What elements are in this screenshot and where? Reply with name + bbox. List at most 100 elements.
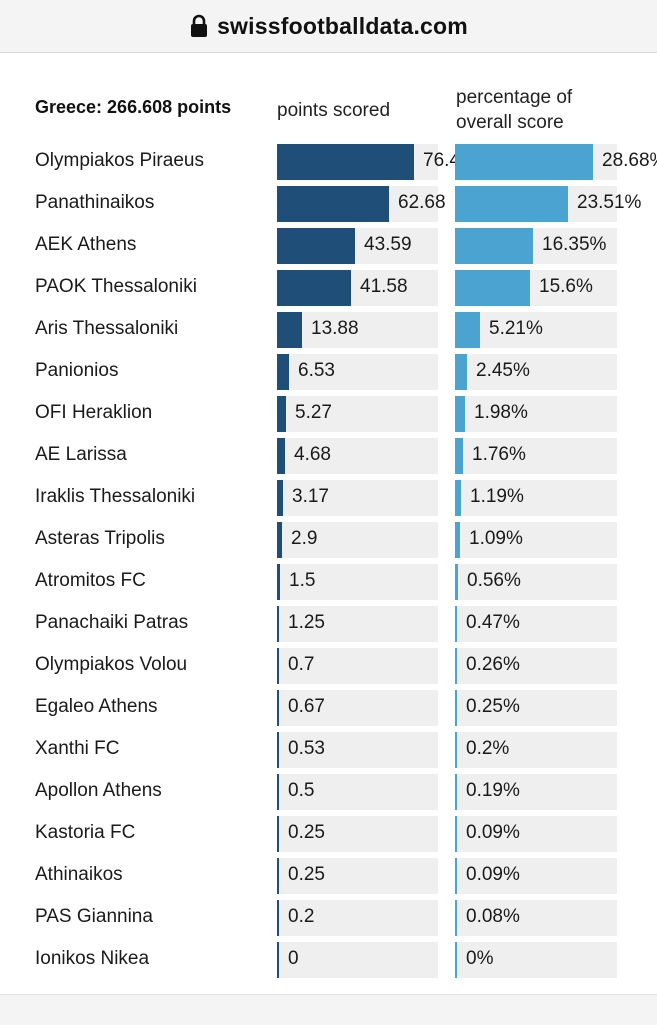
points-bar-track: 0.25 — [277, 816, 438, 852]
percentage-bar — [455, 900, 457, 936]
points-value-label: 0.25 — [288, 822, 325, 843]
points-bar-track: 2.9 — [277, 522, 438, 558]
percentage-bar — [455, 774, 457, 810]
points-bar-track: 76.48 — [277, 144, 471, 180]
team-label: Apollon Athens — [35, 780, 162, 801]
percentage-bar-track: 0.47% — [455, 606, 617, 642]
percentage-bar-track: 1.76% — [455, 438, 617, 474]
percentage-bar-track: 0.26% — [455, 648, 617, 684]
team-label: AE Larissa — [35, 444, 127, 465]
team-label: Asteras Tripolis — [35, 528, 165, 549]
percentage-value-label: 0.09% — [466, 864, 520, 885]
table-row: Panachaiki Patras 1.25 0.47% — [0, 606, 657, 642]
table-row: Aris Thessaloniki 13.88 5.21% — [0, 312, 657, 348]
percentage-bar — [455, 144, 593, 180]
points-bar-track: 0.7 — [277, 648, 438, 684]
table-row: Egaleo Athens 0.67 0.25% — [0, 690, 657, 726]
points-bar — [277, 858, 279, 894]
chart-title: Greece: 266.608 points — [35, 97, 232, 117]
points-value-label: 43.59 — [364, 234, 412, 255]
team-label: AEK Athens — [35, 234, 137, 255]
team-label: Olympiakos Piraeus — [35, 150, 204, 171]
points-value-label: 1.5 — [289, 570, 316, 591]
percentage-bar — [455, 942, 457, 978]
points-bar — [277, 144, 414, 180]
percentage-value-label: 0.25% — [466, 696, 520, 717]
points-bar — [277, 438, 285, 474]
percentage-bar — [455, 858, 457, 894]
points-value-label: 4.68 — [294, 444, 331, 465]
percentage-value-label: 0.56% — [467, 570, 521, 591]
points-bar-track: 0.25 — [277, 858, 438, 894]
points-bar — [277, 732, 279, 768]
points-value-label: 0.25 — [288, 864, 325, 885]
percentage-value-label: 1.98% — [474, 402, 528, 423]
points-bar-track: 1.5 — [277, 564, 438, 600]
team-label: OFI Heraklion — [35, 402, 153, 423]
team-label: Olympiakos Volou — [35, 654, 188, 675]
percentage-bar-track: 28.68% — [455, 144, 657, 180]
bottom-bar — [0, 994, 657, 1025]
team-label: PAOK Thessaloniki — [35, 276, 197, 297]
percentage-bar-track: 0% — [455, 942, 617, 978]
percentage-bar — [455, 480, 461, 516]
team-label: Iraklis Thessaloniki — [35, 486, 196, 507]
points-bar — [277, 816, 279, 852]
points-bar — [277, 774, 279, 810]
percentage-bar-track: 0.25% — [455, 690, 617, 726]
team-label: Ionikos Nikea — [35, 948, 150, 969]
percentage-bar-track: 15.6% — [455, 270, 617, 306]
points-bar-track: 3.17 — [277, 480, 438, 516]
points-bar — [277, 312, 302, 348]
points-bar-track: 5.27 — [277, 396, 438, 432]
points-value-label: 0.7 — [288, 654, 315, 675]
points-value-label: 6.53 — [298, 360, 335, 381]
percentage-value-label: 0.2% — [466, 738, 510, 759]
percentage-bar — [455, 438, 463, 474]
percentage-bar-track: 0.08% — [455, 900, 617, 936]
percentage-value-label: 2.45% — [476, 360, 530, 381]
points-value-label: 0.2 — [288, 906, 315, 927]
table-row: Xanthi FC 0.53 0.2% — [0, 732, 657, 768]
percentage-value-label: 0% — [466, 948, 494, 969]
percentage-bar — [455, 732, 457, 768]
points-value-label: 0.5 — [288, 780, 315, 801]
points-bar-track: 13.88 — [277, 312, 438, 348]
percentage-bar-track: 0.09% — [455, 858, 617, 894]
percentage-bar — [455, 648, 457, 684]
points-bar — [277, 270, 351, 306]
points-bar-track: 0.67 — [277, 690, 438, 726]
team-label: PAS Giannina — [35, 906, 153, 927]
points-value-label: 0 — [288, 948, 299, 969]
points-bar-track: 0.53 — [277, 732, 438, 768]
points-value-label: 13.88 — [311, 318, 359, 339]
percentage-bar — [455, 186, 568, 222]
percentage-bar — [455, 522, 460, 558]
percentage-bar-track: 16.35% — [455, 228, 617, 264]
percentage-value-label: 28.68% — [602, 150, 657, 171]
percentage-bar — [455, 690, 457, 726]
browser-address-bar[interactable]: swissfootballdata.com — [0, 0, 657, 53]
percentage-value-label: 1.19% — [470, 486, 524, 507]
percentage-bar — [455, 228, 533, 264]
points-value-label: 3.17 — [292, 486, 329, 507]
table-row: Olympiakos Volou 0.7 0.26% — [0, 648, 657, 684]
page-url[interactable]: swissfootballdata.com — [217, 12, 468, 39]
percentage-value-label: 5.21% — [489, 318, 543, 339]
points-value-label: 5.27 — [295, 402, 332, 423]
percentage-bar-track: 5.21% — [455, 312, 617, 348]
column-header-percentage: percentage of overall score — [456, 87, 573, 133]
percentage-value-label: 0.47% — [466, 612, 520, 633]
lock-icon — [191, 14, 208, 37]
team-label: Atromitos FC — [35, 570, 146, 591]
points-bar — [277, 900, 279, 936]
points-bar-track: 4.68 — [277, 438, 438, 474]
table-row: PAOK Thessaloniki 41.58 15.6% — [0, 270, 657, 306]
percentage-bar-track: 0.2% — [455, 732, 617, 768]
points-bar-track: 62.68 — [277, 186, 446, 222]
table-row: OFI Heraklion 5.27 1.98% — [0, 396, 657, 432]
table-row: Iraklis Thessaloniki 3.17 1.19% — [0, 480, 657, 516]
percentage-bar — [455, 270, 530, 306]
points-bar-track: 0.5 — [277, 774, 438, 810]
percentage-value-label: 15.6% — [539, 276, 593, 297]
